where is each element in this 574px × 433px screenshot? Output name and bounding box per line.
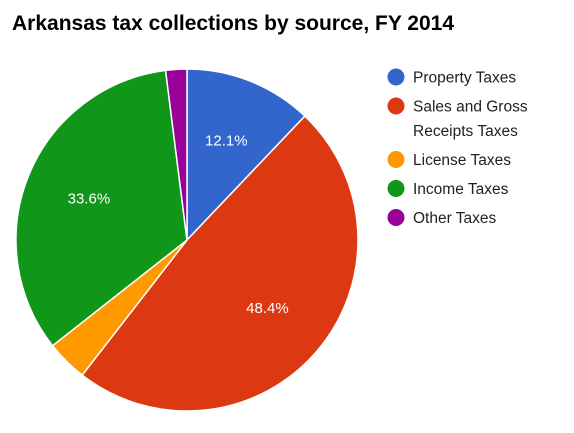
pie-slice-labels: 12.1% 48.4% 33.6% [68,132,289,317]
legend-label: Income Taxes [413,181,509,198]
legend-label: Sales and Gross [413,99,528,116]
legend-swatch [387,68,405,86]
pie-slice-property-taxes [186,68,306,242]
data-label-sales-and-gross-receipts-taxes: 48.4% [246,300,289,317]
legend-item-license-taxes: License Taxes [387,151,511,169]
pie-slice-income-taxes [15,69,188,347]
legend-swatch [387,97,405,115]
legend-item-other-taxes: Other Taxes [387,209,497,227]
pie-slice-sales-and-gross-receipts-taxes [81,115,359,412]
legend-item-property-taxes: Property Taxes [387,68,516,87]
legend-label: License Taxes [413,152,511,169]
legend-swatch [387,151,405,168]
legend-swatch [387,180,405,197]
legend-item-income-taxes: Income Taxes [387,180,509,198]
legend-label: Receipts Taxes [413,123,518,140]
data-label-income-taxes: 33.6% [68,191,111,208]
legend-label: Other Taxes [413,210,497,227]
legend-swatch [387,209,405,226]
data-label-property-taxes: 12.1% [205,132,248,149]
legend: Property Taxes Sales and Gross Receipts Ta… [387,68,528,227]
pie-slices [15,68,359,412]
chart-title: Arkansas tax collections by source, FY 2… [12,12,454,35]
legend-item-sales-and-gross-receipts-taxes: Sales and Gross Receipts Taxes [387,97,528,140]
pie-slice-other-taxes [164,68,188,241]
legend-label: Property Taxes [413,70,516,87]
